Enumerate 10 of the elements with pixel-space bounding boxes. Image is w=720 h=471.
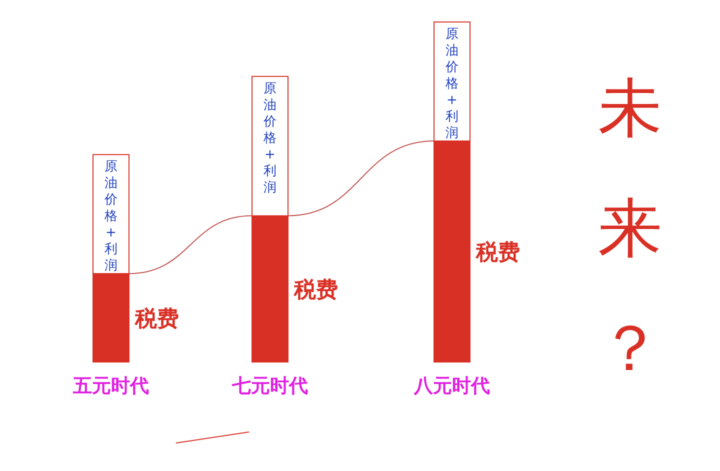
text: 原油价格+利润: [264, 81, 276, 196]
text: 原油价格+利润: [446, 27, 458, 141]
series-label: 税费: [134, 306, 179, 332]
x-tick-label: 八元时代: [413, 375, 490, 397]
x-tick-label: 七元时代: [231, 375, 308, 397]
text: 税费: [294, 278, 338, 303]
text: 税费: [476, 240, 520, 266]
series-label: 原油价格+利润: [104, 160, 118, 274]
x-tick-label: 五元时代: [72, 375, 149, 397]
text: 未来？: [598, 72, 662, 386]
